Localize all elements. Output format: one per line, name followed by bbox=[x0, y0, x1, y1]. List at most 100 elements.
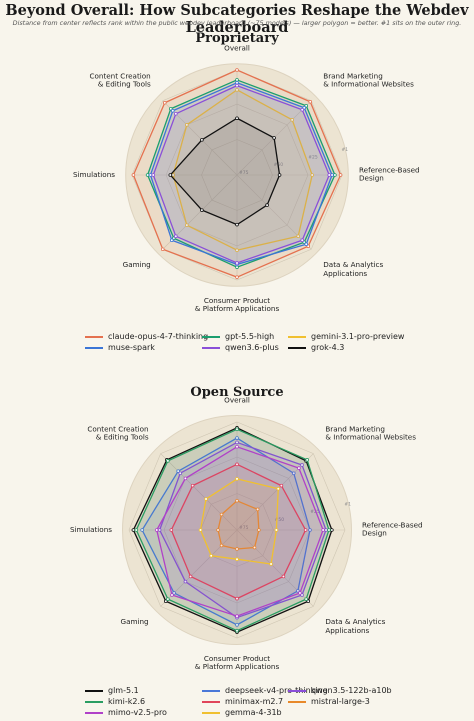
legend-swatch bbox=[202, 346, 220, 349]
series-marker bbox=[198, 528, 203, 532]
series-marker bbox=[163, 599, 168, 604]
series-marker bbox=[131, 528, 136, 532]
series-marker bbox=[327, 528, 331, 532]
series-marker bbox=[300, 107, 305, 112]
legend-item: kimi-k2.6 bbox=[85, 697, 145, 706]
series-marker bbox=[235, 83, 239, 88]
series-marker bbox=[252, 545, 257, 550]
series-marker bbox=[308, 528, 312, 532]
legend-item: qwen3.5-122b-a10b bbox=[288, 686, 392, 695]
series-marker bbox=[300, 593, 304, 597]
series-marker bbox=[162, 100, 167, 105]
series-marker bbox=[173, 111, 178, 116]
axis-label: Content Creation & Editing Tools bbox=[89, 71, 151, 89]
legend-item: gemma-4-31b bbox=[202, 708, 282, 717]
series-marker bbox=[265, 203, 269, 207]
legend-swatch bbox=[288, 689, 306, 692]
series-marker bbox=[305, 458, 309, 462]
series-marker bbox=[200, 138, 204, 142]
series-marker bbox=[169, 238, 174, 243]
legend-label: gemma-4-31b bbox=[225, 708, 282, 717]
series-marker bbox=[183, 476, 188, 481]
legend-swatch bbox=[85, 335, 103, 338]
series-marker bbox=[134, 528, 139, 532]
series-marker bbox=[235, 557, 239, 561]
legend-label: gemini-3.1-pro-preview bbox=[311, 332, 405, 341]
legend-label: deepseek-v4-pro-thinking bbox=[225, 686, 328, 695]
series-marker bbox=[235, 222, 239, 227]
series-marker bbox=[306, 599, 311, 604]
legend-item: deepseek-v4-pro-thinking bbox=[202, 686, 328, 695]
series-marker bbox=[235, 427, 239, 432]
series-marker bbox=[176, 469, 180, 473]
axis-label: Reference-Based Design bbox=[362, 520, 423, 538]
spoke bbox=[236, 453, 314, 531]
axis-label: Data & Analytics Applications bbox=[323, 260, 384, 278]
series-marker bbox=[308, 99, 313, 104]
legend-swatch bbox=[85, 346, 103, 349]
legend-label: gpt-5.5-high bbox=[225, 332, 275, 341]
series-marker bbox=[310, 173, 315, 177]
r-tick-label: #25 bbox=[308, 154, 318, 160]
legend-swatch bbox=[85, 700, 103, 703]
axis-label: Reference-Based Design bbox=[359, 165, 420, 183]
chart-title: Proprietary bbox=[195, 31, 279, 46]
axis-label: Gaming bbox=[120, 617, 149, 627]
legend-label: glm-5.1 bbox=[108, 686, 139, 695]
series-marker bbox=[148, 173, 153, 177]
series-marker bbox=[235, 596, 239, 601]
series-marker bbox=[269, 562, 273, 566]
series-marker bbox=[235, 248, 239, 253]
axis-label: Overall bbox=[224, 43, 250, 53]
legend-item: grok-4.3 bbox=[288, 343, 344, 352]
series-marker bbox=[235, 80, 239, 85]
series-marker bbox=[302, 105, 307, 110]
series-marker bbox=[190, 483, 195, 488]
series-marker bbox=[304, 597, 308, 601]
axis-label: Consumer Product & Platform Applications bbox=[194, 296, 280, 314]
series-marker bbox=[235, 440, 239, 445]
series-marker bbox=[219, 543, 224, 548]
r-tick-label: #1 bbox=[341, 147, 348, 153]
r-tick-label: #75 bbox=[239, 525, 249, 531]
series-marker bbox=[330, 173, 334, 177]
series-marker bbox=[140, 528, 144, 532]
series-marker bbox=[272, 136, 276, 140]
series-marker bbox=[300, 463, 304, 467]
series-marker bbox=[235, 445, 239, 449]
spoke bbox=[160, 453, 238, 531]
series-marker bbox=[160, 247, 165, 252]
series-marker bbox=[235, 275, 239, 279]
series-marker bbox=[235, 623, 239, 627]
series-marker bbox=[304, 242, 309, 247]
page-subtitle: Distance from center reflects rank withi… bbox=[12, 19, 462, 27]
legend-item: mimo-v2.5-pro bbox=[85, 708, 167, 717]
legend-swatch bbox=[288, 335, 306, 338]
series-marker bbox=[235, 628, 239, 633]
series-marker bbox=[131, 173, 136, 177]
series-marker bbox=[257, 528, 261, 532]
series-marker bbox=[219, 512, 224, 517]
legend-item: muse-spark bbox=[85, 343, 155, 352]
series-marker bbox=[235, 477, 239, 481]
series-marker bbox=[151, 173, 156, 177]
legend-swatch bbox=[202, 700, 220, 703]
series-marker bbox=[170, 108, 175, 113]
series-marker bbox=[303, 528, 308, 532]
r-tick-label: #25 bbox=[310, 509, 320, 515]
legend-item: gemini-3.1-pro-preview bbox=[288, 332, 404, 341]
legend-label: minimax-m2.7 bbox=[225, 697, 284, 706]
series-marker bbox=[321, 528, 325, 532]
series-marker bbox=[304, 103, 309, 108]
legend-label: grok-4.3 bbox=[311, 343, 345, 352]
legend-swatch bbox=[85, 711, 103, 714]
chart-title: Open Source bbox=[190, 385, 284, 400]
series-marker bbox=[302, 240, 307, 245]
axis-label: Brand Marketing & Informational Websites bbox=[325, 424, 416, 442]
legend-item: qwen3.6-plus bbox=[202, 343, 279, 352]
series-marker bbox=[235, 265, 239, 270]
r-tick-label: #1 bbox=[344, 501, 351, 507]
series-marker bbox=[171, 236, 176, 241]
